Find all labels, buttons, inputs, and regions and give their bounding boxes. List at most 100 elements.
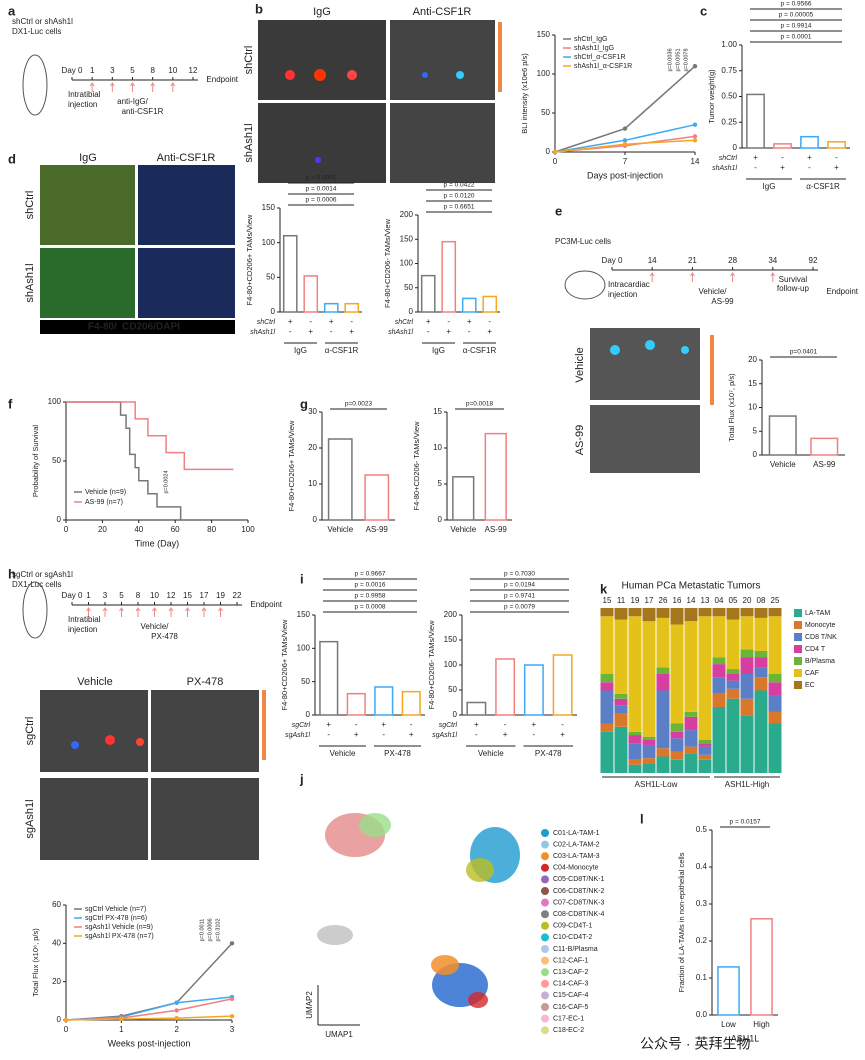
group-label: α-CSF1R <box>806 182 840 191</box>
cluster-label: C07-CD8T/NK-3 <box>553 899 604 906</box>
row-sign: + <box>807 153 812 162</box>
stacked-segment <box>740 698 754 716</box>
category-label: 20 <box>743 596 752 605</box>
cells-label: sgCtrl or sgAsh1l <box>12 570 73 579</box>
y-axis-label: F4-80+CD206- TAMs/View <box>412 421 421 511</box>
watermark: 公众号 · 英拜生物 <box>640 1036 750 1052</box>
y-tick-label: 0.5 <box>696 825 708 834</box>
row-sign: - <box>781 153 784 162</box>
group-label: α-CSF1R <box>325 346 359 355</box>
cluster-label: C12-CAF-1 <box>553 957 589 964</box>
cluster-swatch <box>541 887 549 895</box>
image-row-label: shAsh1l <box>243 123 255 162</box>
treatment-label: PX-478 <box>151 632 178 641</box>
image-row-label: sgAsh1l <box>24 799 36 838</box>
annotation: p=0.0078 <box>683 48 689 71</box>
row-sign: - <box>475 730 478 739</box>
stacked-segment <box>754 657 768 668</box>
image-row-label: shCtrl <box>243 46 255 75</box>
row-sign: + <box>753 153 758 162</box>
x-tick-label: AS-99 <box>366 525 389 534</box>
stacked-segment <box>684 711 698 717</box>
stacked-segment <box>614 705 628 714</box>
stacked-segment <box>614 713 628 727</box>
image-row-label: shAsh1l <box>24 263 36 302</box>
bar <box>327 438 353 521</box>
y-tick-label: 100 <box>48 397 62 406</box>
bar <box>420 274 436 313</box>
stain-label: CD206/ <box>122 322 156 333</box>
bar <box>303 275 319 313</box>
row-sign: - <box>309 317 312 326</box>
image-column-label: IgG <box>313 6 331 18</box>
cluster-swatch <box>541 1014 549 1023</box>
bar <box>323 302 339 313</box>
legend-swatch <box>794 609 802 617</box>
treatment-arrow <box>689 272 695 282</box>
annotation: p = 0.0422 <box>444 182 475 189</box>
y-tick-label: 100 <box>297 643 311 652</box>
y-tick-label: 100 <box>262 238 276 247</box>
stacked-segment <box>614 619 628 694</box>
group-label: PX-478 <box>535 749 562 758</box>
stacked-segment <box>726 608 740 620</box>
stacked-segment <box>600 690 614 724</box>
category-label: 13 <box>701 596 710 605</box>
row-sign: + <box>780 163 785 172</box>
data-point <box>174 1008 179 1013</box>
row-sign: - <box>488 317 491 326</box>
day-label: Day 0 <box>62 591 83 600</box>
row-label: shAsh1l <box>712 165 737 172</box>
annotation: p=0.3102 <box>216 918 222 941</box>
cluster-label: C18-EC-2 <box>553 1027 584 1034</box>
bar <box>810 437 839 456</box>
stacked-segment <box>600 608 614 617</box>
legend-label: sgCtrl Vehicle (n=7) <box>85 906 146 913</box>
y-tick-label: 150 <box>444 635 458 644</box>
stacked-segment <box>600 731 614 773</box>
annotation: p=0.0036 <box>667 48 673 71</box>
umap-axis-label: UMAP1 <box>325 1030 353 1039</box>
cells-label: DX1-Luc cells <box>12 580 61 589</box>
day-label: 5 <box>130 66 135 75</box>
y-tick-label: 50 <box>52 456 61 465</box>
y-axis-label: Tumor weight(g) <box>707 69 716 124</box>
treatment-arrow <box>185 607 190 617</box>
y-tick-label: 200 <box>444 610 458 619</box>
row-sign: + <box>474 720 479 729</box>
stacked-segment <box>628 735 642 744</box>
category-label: 05 <box>729 596 738 605</box>
image-row-label: shCtrl <box>24 191 36 220</box>
annotation: p=0.0051 <box>675 48 681 71</box>
panel-letter: f <box>8 396 13 411</box>
x-tick-label: 0 <box>64 525 69 534</box>
row-sign: + <box>426 317 431 326</box>
x-tick-label: 2 <box>174 1025 179 1034</box>
y-tick-label: 0.1 <box>696 973 708 982</box>
row-sign: + <box>349 327 354 336</box>
day-label: 21 <box>688 256 697 265</box>
row-label: sgCtrl <box>292 722 311 729</box>
y-tick-label: 0 <box>453 710 458 719</box>
day-label: 92 <box>809 256 818 265</box>
stacked-segment <box>600 723 614 732</box>
cluster-label: C02-LA-TAM-2 <box>553 841 600 848</box>
bar <box>773 143 792 149</box>
endpoint-label: Endpoint <box>250 600 282 609</box>
stacked-segment <box>642 621 656 737</box>
y-tick-label: 150 <box>537 30 551 39</box>
stacked-segment <box>628 608 642 617</box>
y-tick-label: 5 <box>438 479 443 488</box>
day-label: 22 <box>233 591 242 600</box>
group-label: IgG <box>432 346 445 355</box>
stacked-segment <box>754 608 768 618</box>
stacked-segment <box>698 746 712 755</box>
mouse-icons <box>22 54 606 639</box>
y-tick-label: 0.4 <box>696 862 708 871</box>
y-tick-label: 0 <box>409 307 414 316</box>
bar <box>484 432 507 521</box>
category-label: 11 <box>617 596 626 605</box>
y-tick-label: 20 <box>52 977 61 986</box>
stacked-segment <box>712 707 726 773</box>
